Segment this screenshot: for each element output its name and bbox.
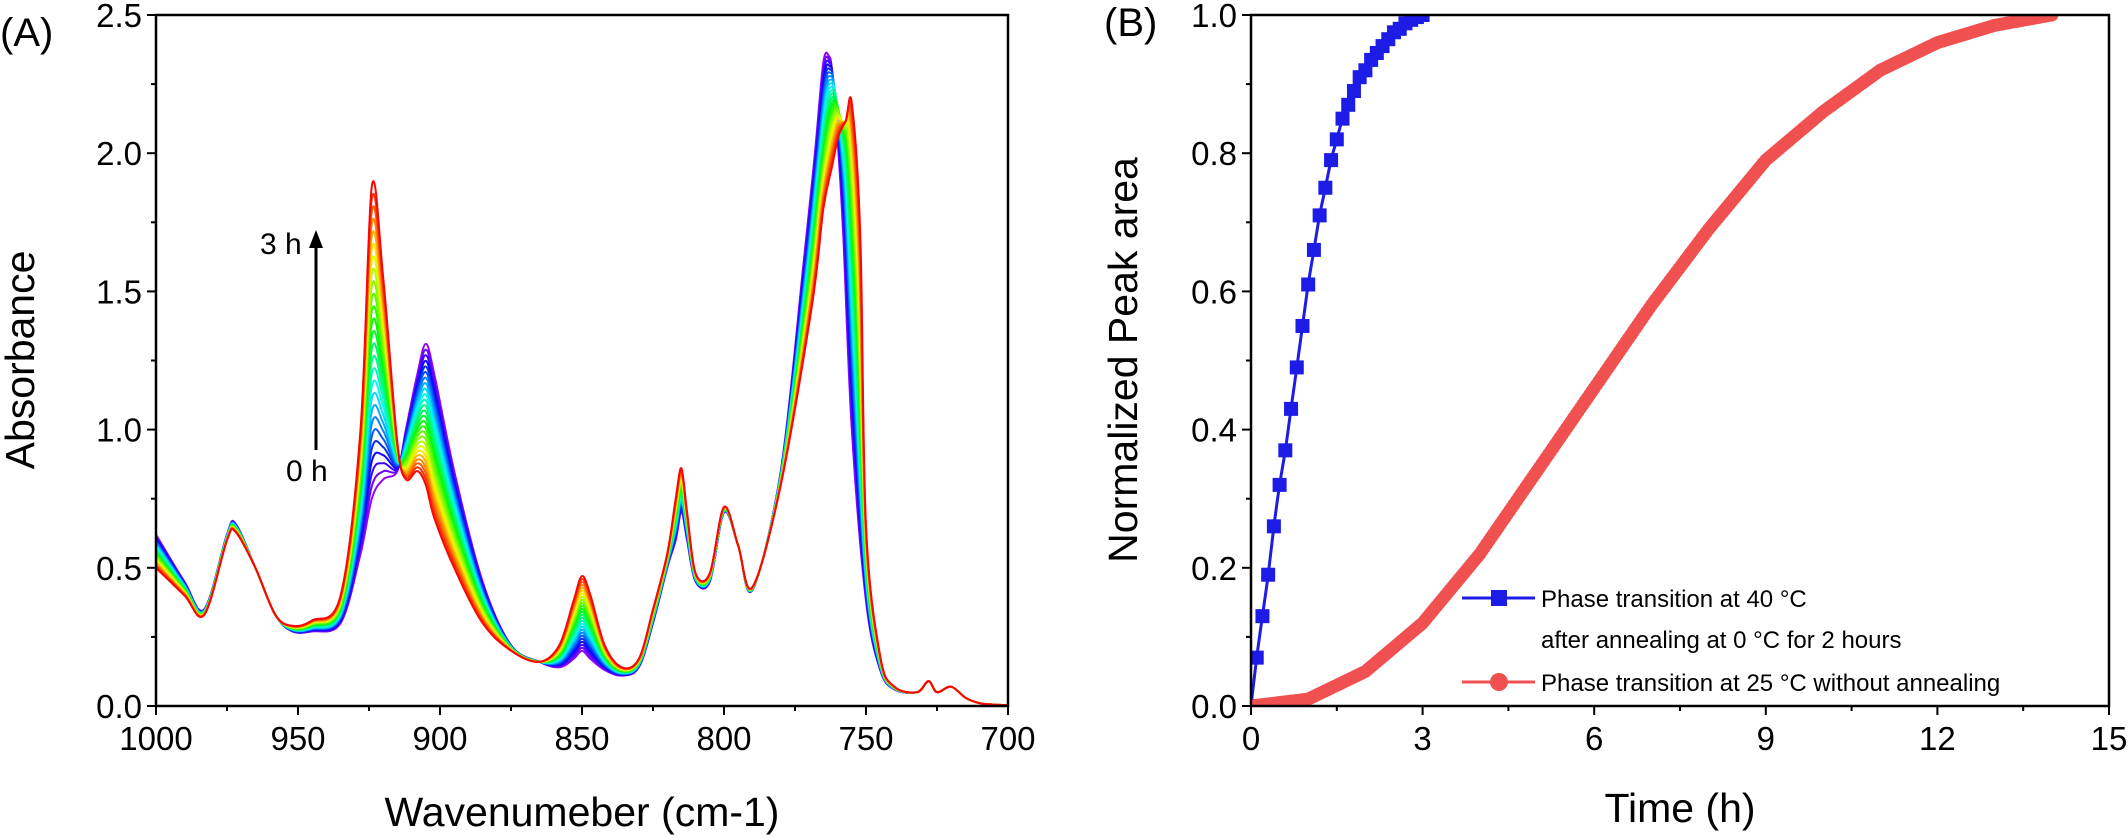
panel-b-x-tick-label: 0 [1242,720,1260,757]
spectrum-line [156,51,1008,706]
panel-b-x-tick-label: 9 [1757,720,1775,757]
panel-a-y-tick-label: 1.0 [96,412,142,449]
panel-b-x-axis-title: Time (h) [1604,785,1755,831]
spectrum-line [156,96,1008,706]
legend-label-blue-line2: after annealing at 0 °C for 2 hours [1541,627,1901,654]
spectrum-line [156,112,1008,706]
legend-marker-red [1490,673,1508,691]
panel-a-y-axis-title: Absorbance [0,251,43,470]
spectrum-line [156,112,1008,706]
panel-a-x-tick-label: 800 [696,720,751,757]
data-point-square [1346,84,1361,99]
data-point-square [1261,567,1276,582]
panel-b-x-ticks: 0 3 6 9 12 15 [1242,706,2128,757]
legend-marker-blue [1491,590,1507,606]
panel-b-y-tick-label: 0.0 [1191,688,1237,725]
arrow-bottom-label: 0 h [286,455,328,488]
panel-a-label: (A) [0,11,53,55]
panel-b-x-tick-label: 6 [1585,720,1603,757]
data-point-circle [2045,15,2059,22]
data-point-square [1251,650,1264,665]
panel-a-x-tick-label: 900 [412,720,467,757]
panel-a-x-tick-label: 1000 [119,720,192,757]
time-arrow-head [309,230,323,248]
legend-label-blue-line1: Phase transition at 40 °C [1541,586,1807,613]
panel-b-x-tick-label: 15 [2091,720,2128,757]
data-point-square [1335,111,1350,126]
panel-a-y-ticks: 0.0 0.5 1.0 1.5 2.0 2.5 [96,0,156,725]
data-point-square [1318,180,1333,195]
data-point-square [1324,153,1339,168]
panel-b-x-tick-label: 12 [1919,720,1956,757]
panel-b-y-tick-label: 0.2 [1191,550,1237,587]
data-point-square [1272,477,1287,492]
panel-a-x-tick-label: 950 [270,720,325,757]
spectrum-line [156,114,1008,706]
spectrum-line [156,93,1008,706]
panel-b-y-tick-label: 0.8 [1191,135,1237,172]
time-arrow [309,230,323,450]
panel-b-x-tick-label: 3 [1413,720,1431,757]
panel-b-y-tick-label: 0.6 [1191,273,1237,310]
data-point-square [1266,519,1281,534]
panel-a-x-tick-label: 850 [554,720,609,757]
panel-a: (A) 1000 950 900 850 800 750 700 0.0 0.5 1.0 1.5 2… [0,0,1036,835]
data-point-square [1312,208,1327,223]
data-point-square [1329,132,1344,147]
legend-label-red: Phase transition at 25 °C without anneal… [1541,670,2000,697]
panel-b-y-tick-label: 0.4 [1191,412,1237,449]
panel-b-label: (B) [1104,1,1157,45]
panel-b-y-axis-title: Normalized Peak area [1100,157,1146,563]
panel-a-spectra [156,51,1008,706]
data-point-square [1301,277,1316,292]
data-point-square [1295,318,1310,333]
panel-a-y-tick-label: 2.5 [96,0,142,34]
panel-a-y-tick-label: 2.0 [96,135,142,172]
data-point-square [1278,443,1293,458]
panel-a-y-tick-label: 0.0 [96,688,142,725]
data-point-square [1289,360,1304,375]
arrow-top-label: 3 h [260,228,302,261]
data-point-square [1284,401,1299,416]
data-point-square [1306,242,1321,257]
panel-a-y-tick-label: 1.5 [96,273,142,310]
panel-b-y-ticks: 0.0 0.2 0.4 0.6 0.8 1.0 [1191,0,1251,725]
panel-b: (B) 0 3 6 9 12 15 0.0 0.2 0.4 0.6 0.8 1.0 Time (h)… [1100,0,2127,831]
spectrum-line [156,75,1008,706]
legend: Phase transition at 40 °C after annealin… [1462,586,2000,697]
panel-b-y-tick-label: 1.0 [1191,0,1237,34]
panel-b-series [1251,15,2059,706]
spectrum-line [156,90,1008,706]
panel-a-y-tick-label: 0.5 [96,550,142,587]
spectrum-line [156,71,1008,706]
panel-a-x-axis-title: Wavenumeber (cm-1) [385,789,780,835]
data-point-square [1341,97,1356,112]
panel-a-x-tick-label: 750 [838,720,893,757]
panel-a-x-ticks: 1000 950 900 850 800 750 700 [119,706,1036,757]
data-point-square [1255,609,1270,624]
data-point-square [1415,15,1430,22]
panel-a-x-tick-label: 700 [980,720,1035,757]
